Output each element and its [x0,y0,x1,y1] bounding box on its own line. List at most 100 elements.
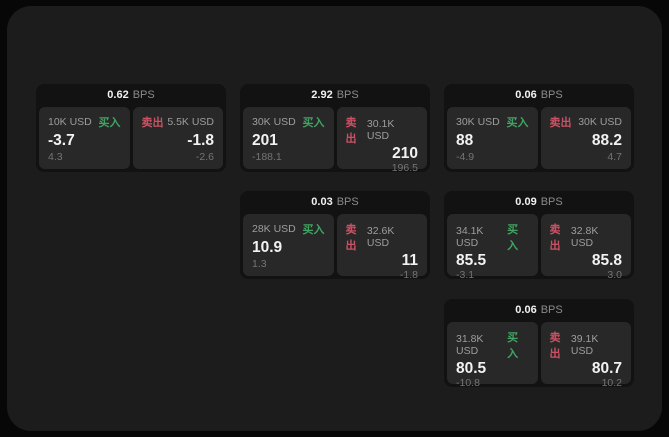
sell-amount: 32.6K USD [366,225,395,249]
sell-side-label: 卖出 [549,332,561,360]
card-body: 31.8K USD 买入 80.5 -10.8 卖出 39.1K USD 80.… [444,322,634,389]
sell-amount: 32.8K USD [570,225,599,249]
buy-delta: -188.1 [252,151,282,163]
card-header: 0.09 BPS [444,191,634,214]
quote-card[interactable]: 0.06 BPS 30K USD 买入 88 -4.9 卖出 30K USD 8… [444,84,634,172]
bps-unit-label: BPS [540,304,563,316]
buy-side-label: 买入 [507,332,519,360]
bps-value: 0.62 [107,89,129,101]
buy-amount: 30K USD [252,116,296,128]
sell-delta: 196.5 [391,161,418,174]
buy-delta: -10.8 [456,376,480,389]
app-surface: 0.62 BPS 10K USD 买入 -3.7 4.3 卖出 5.5K USD… [7,6,662,431]
bps-unit-label: BPS [540,89,563,101]
sell-pane[interactable]: 卖出 30K USD 88.2 4.7 [540,107,631,169]
buy-amount: 34.1K USD [456,225,484,249]
card-header: 0.62 BPS [36,84,226,107]
buy-price: 85.5 [456,252,487,269]
sell-delta: -2.6 [195,151,214,163]
card-body: 10K USD 买入 -3.7 4.3 卖出 5.5K USD -1.8 -2.… [36,107,226,169]
buy-side-label: 买入 [506,117,529,129]
buy-price: 10.9 [252,238,283,256]
buy-side-label: 买入 [302,117,325,129]
buy-pane[interactable]: 28K USD 买入 10.9 1.3 [243,214,334,276]
buy-delta: 1.3 [252,258,267,270]
sell-price: 85.8 [591,252,622,269]
card-body: 28K USD 买入 10.9 1.3 卖出 32.6K USD 11 -1.8 [240,214,430,281]
quote-card[interactable]: 2.92 BPS 30K USD 买入 201 -188.1 卖出 30.1K … [240,84,430,174]
sell-delta: 4.7 [607,151,622,163]
sell-delta: 10.2 [601,376,622,389]
quote-card[interactable]: 0.09 BPS 34.1K USD 买入 85.5 -3.1 卖出 32.8K… [444,191,634,281]
bps-value: 0.06 [515,304,537,316]
buy-pane[interactable]: 30K USD 买入 201 -188.1 [243,107,334,169]
bps-value: 2.92 [311,89,333,101]
bps-unit-label: BPS [540,196,563,208]
sell-pane-top: 卖出 32.6K USD [346,221,419,253]
buy-pane[interactable]: 31.8K USD 买入 80.5 -10.8 [447,322,538,389]
card-header: 0.03 BPS [240,191,430,214]
sell-pane-top: 卖出 39.1K USD [550,329,623,361]
sell-amount: 5.5K USD [167,116,214,128]
sell-side-label: 卖出 [549,117,572,129]
buy-pane-top: 10K USD 买入 [48,114,121,130]
sell-price: 88.2 [591,131,622,149]
buy-delta: 4.3 [48,151,63,163]
sell-price: 11 [401,252,418,269]
buy-pane[interactable]: 10K USD 买入 -3.7 4.3 [39,107,130,169]
buy-pane-top: 30K USD 买入 [456,114,529,130]
buy-amount: 10K USD [48,116,92,128]
bps-unit-label: BPS [132,89,155,101]
sell-delta: -1.8 [399,268,418,281]
buy-pane[interactable]: 30K USD 买入 88 -4.9 [447,107,538,169]
card-body: 34.1K USD 买入 85.5 -3.1 卖出 32.8K USD 85.8… [444,214,634,281]
buy-side-label: 买入 [302,224,325,236]
quote-card[interactable]: 0.06 BPS 31.8K USD 买入 80.5 -10.8 卖出 39.1… [444,299,634,389]
card-header: 0.06 BPS [444,84,634,107]
sell-delta: 3.0 [607,268,622,281]
buy-delta: -3.1 [456,268,475,281]
sell-amount: 39.1K USD [570,333,599,357]
bps-value: 0.03 [311,196,333,208]
sell-amount: 30.1K USD [366,118,395,142]
sell-pane[interactable]: 卖出 30.1K USD 210 196.5 [336,107,427,174]
sell-side-label: 卖出 [141,117,164,129]
quote-card[interactable]: 0.03 BPS 28K USD 买入 10.9 1.3 卖出 32.6K US… [240,191,430,281]
sell-pane-top: 卖出 32.8K USD [550,221,623,253]
sell-price: 80.7 [591,360,622,377]
buy-pane-top: 34.1K USD 买入 [456,221,529,253]
buy-price: 80.5 [456,360,487,377]
sell-side-label: 卖出 [345,117,357,145]
sell-pane[interactable]: 卖出 39.1K USD 80.7 10.2 [540,322,631,389]
buy-amount: 31.8K USD [456,333,484,357]
sell-pane[interactable]: 卖出 32.6K USD 11 -1.8 [336,214,427,281]
buy-pane-top: 31.8K USD 买入 [456,329,529,361]
buy-side-label: 买入 [98,117,121,129]
buy-pane-top: 28K USD 买入 [252,221,325,237]
bps-value: 0.09 [515,196,537,208]
sell-amount: 30K USD [578,116,622,128]
sell-pane-top: 卖出 30K USD [550,114,623,130]
bps-unit-label: BPS [336,196,359,208]
sell-side-label: 卖出 [345,224,357,252]
buy-pane[interactable]: 34.1K USD 买入 85.5 -3.1 [447,214,538,281]
sell-pane-top: 卖出 5.5K USD [142,114,215,130]
sell-pane-top: 卖出 30.1K USD [346,114,419,146]
quote-card[interactable]: 0.62 BPS 10K USD 买入 -3.7 4.3 卖出 5.5K USD… [36,84,226,172]
bps-value: 0.06 [515,89,537,101]
buy-delta: -4.9 [456,151,475,163]
card-body: 30K USD 买入 201 -188.1 卖出 30.1K USD 210 1… [240,107,430,174]
sell-price: 210 [392,145,418,162]
card-header: 2.92 BPS [240,84,430,107]
bps-unit-label: BPS [336,89,359,101]
buy-amount: 28K USD [252,223,296,235]
sell-pane[interactable]: 卖出 5.5K USD -1.8 -2.6 [132,107,223,169]
sell-price: -1.8 [187,131,214,149]
buy-pane-top: 30K USD 买入 [252,114,325,130]
buy-price: 201 [252,131,278,149]
card-body: 30K USD 买入 88 -4.9 卖出 30K USD 88.2 4.7 [444,107,634,169]
card-header: 0.06 BPS [444,299,634,322]
sell-side-label: 卖出 [549,224,561,252]
sell-pane[interactable]: 卖出 32.8K USD 85.8 3.0 [540,214,631,281]
buy-price: -3.7 [48,131,75,149]
